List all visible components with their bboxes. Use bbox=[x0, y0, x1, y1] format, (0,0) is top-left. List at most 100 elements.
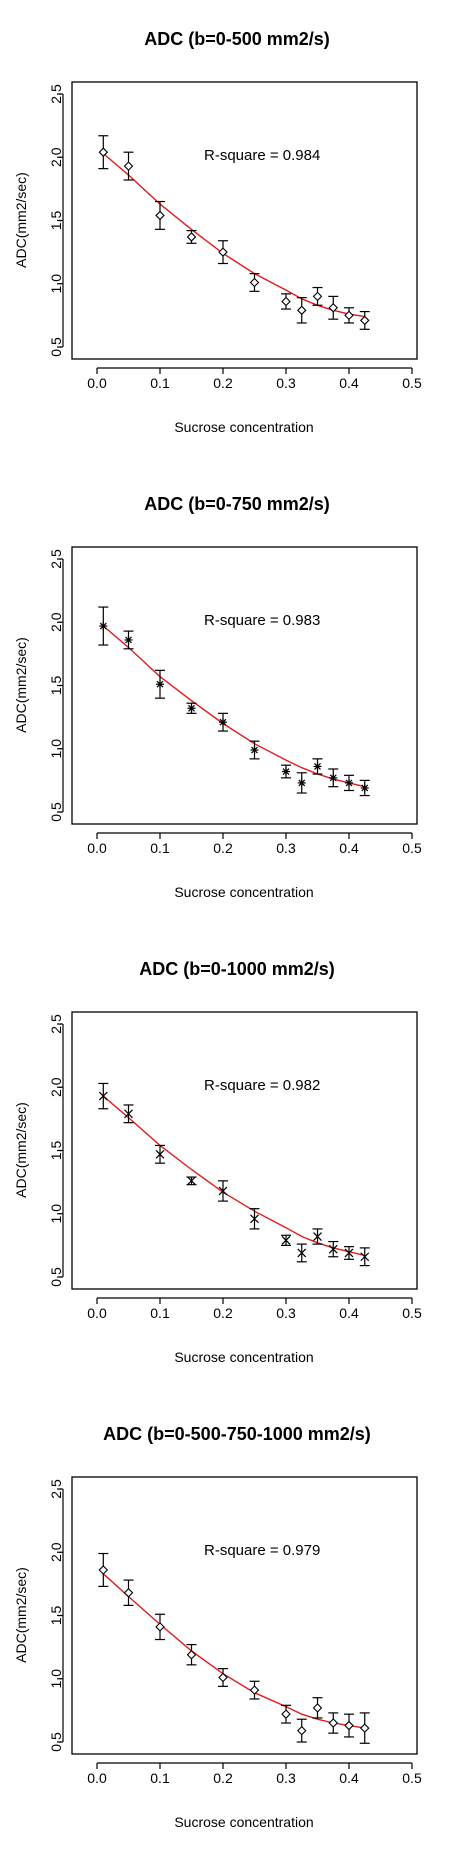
marker-stroke bbox=[156, 680, 164, 688]
marker-stroke bbox=[344, 1248, 354, 1258]
y-tick-label: 0.5 bbox=[48, 1732, 64, 1752]
x-tick-label: 0.2 bbox=[213, 840, 233, 856]
y-tick-label: 1.5 bbox=[48, 1141, 64, 1161]
marker-stroke bbox=[251, 746, 258, 754]
marker-stroke bbox=[360, 1252, 370, 1262]
data-point bbox=[297, 1248, 307, 1258]
data-point bbox=[312, 1703, 323, 1713]
r-square-annotation: R-square = 0.984 bbox=[204, 147, 320, 164]
marker-stroke bbox=[298, 779, 306, 787]
data-point bbox=[360, 1252, 370, 1262]
data-point bbox=[250, 1214, 259, 1224]
x-tick-label: 0.2 bbox=[213, 1770, 233, 1786]
plot-frame bbox=[71, 1011, 418, 1290]
x-tick-label: 0.0 bbox=[87, 375, 107, 391]
plot-frame bbox=[71, 81, 418, 360]
data-point bbox=[218, 1672, 228, 1683]
marker-stroke bbox=[281, 1235, 291, 1245]
data-point bbox=[124, 1109, 133, 1119]
data-point bbox=[155, 1622, 165, 1632]
data-point bbox=[123, 1587, 134, 1598]
marker-stroke bbox=[297, 1248, 307, 1258]
data-point bbox=[313, 762, 322, 771]
x-tick-label: 0.2 bbox=[213, 375, 233, 391]
data-point bbox=[359, 315, 370, 326]
marker-stroke bbox=[218, 1186, 228, 1196]
data-point bbox=[98, 147, 109, 157]
y-tick-label: 1.0 bbox=[48, 1669, 64, 1689]
x-axis-label: Sucrose concentration bbox=[174, 419, 313, 435]
y-axis-label: ADC(mm2/sec) bbox=[13, 1567, 29, 1663]
marker-stroke bbox=[250, 1214, 259, 1224]
marker-stroke bbox=[314, 763, 321, 770]
marker-stroke bbox=[188, 704, 195, 712]
y-tick-label: 1.0 bbox=[48, 1204, 64, 1224]
fit-line bbox=[102, 152, 365, 318]
data-point bbox=[99, 622, 108, 631]
marker-stroke bbox=[361, 784, 369, 792]
data-point bbox=[312, 291, 323, 302]
chart-title: ADC (b=0-500-750-1000 mm2/s) bbox=[103, 1424, 371, 1444]
y-tick-label: 0.5 bbox=[48, 1267, 64, 1287]
y-tick-label: 2.5 bbox=[48, 84, 64, 104]
y-tick-label: 2.0 bbox=[48, 612, 64, 632]
x-tick-label: 0.4 bbox=[339, 1305, 359, 1321]
y-tick-label: 2.0 bbox=[48, 1542, 64, 1562]
x-tick-label: 0.5 bbox=[402, 375, 422, 391]
data-point bbox=[329, 773, 338, 782]
fit-line bbox=[102, 1095, 365, 1257]
marker-stroke bbox=[313, 1232, 322, 1241]
x-axis-label: Sucrose concentration bbox=[174, 1814, 313, 1830]
x-tick-label: 0.0 bbox=[87, 1770, 107, 1786]
y-axis-label: ADC(mm2/sec) bbox=[13, 637, 29, 733]
fit-line bbox=[102, 1573, 365, 1729]
data-point bbox=[281, 296, 291, 307]
marker-stroke bbox=[99, 622, 107, 630]
marker-stroke bbox=[155, 1149, 165, 1159]
r-square-annotation: R-square = 0.979 bbox=[204, 1542, 320, 1559]
marker-stroke bbox=[282, 768, 290, 775]
x-axis-label: Sucrose concentration bbox=[174, 884, 313, 900]
marker-stroke bbox=[219, 718, 227, 726]
fit-line bbox=[102, 625, 365, 788]
data-point bbox=[186, 232, 197, 242]
data-point bbox=[328, 1718, 339, 1728]
data-point bbox=[98, 1565, 109, 1575]
x-tick-label: 0.5 bbox=[402, 1305, 422, 1321]
r-square-annotation: R-square = 0.982 bbox=[204, 1077, 320, 1094]
data-point bbox=[98, 1091, 108, 1101]
x-axis-label: Sucrose concentration bbox=[174, 1349, 313, 1365]
y-tick-label: 0.5 bbox=[48, 337, 64, 357]
y-tick-label: 1.5 bbox=[48, 211, 64, 231]
y-tick-label: 2.5 bbox=[48, 1014, 64, 1034]
chart-panel-3: ADC (b=0-1000 mm2/s) 0.0 0.1 0.2 0.3 0.4 0.5 0.… bbox=[13, 959, 422, 1365]
x-tick-label: 0.3 bbox=[276, 1305, 296, 1321]
data-point bbox=[296, 1725, 307, 1736]
data-point bbox=[156, 680, 164, 689]
data-point bbox=[282, 767, 290, 776]
chart-title: ADC (b=0-500 mm2/s) bbox=[144, 29, 330, 49]
data-point bbox=[328, 303, 339, 313]
marker-stroke bbox=[125, 636, 132, 644]
x-tick-label: 0.1 bbox=[150, 375, 170, 391]
data-point bbox=[187, 1176, 196, 1186]
data-point bbox=[345, 778, 353, 787]
data-point bbox=[281, 1235, 291, 1245]
data-point bbox=[296, 305, 307, 316]
y-axis-label: ADC(mm2/sec) bbox=[13, 1102, 29, 1198]
y-tick-label: 0.5 bbox=[48, 802, 64, 822]
x-tick-label: 0.4 bbox=[339, 1770, 359, 1786]
data-point bbox=[313, 1232, 322, 1241]
data-point bbox=[328, 1244, 338, 1254]
y-tick-label: 1.5 bbox=[48, 676, 64, 696]
y-tick-label: 2.0 bbox=[48, 1077, 64, 1097]
data-point bbox=[250, 746, 259, 755]
r-square-annotation: R-square = 0.983 bbox=[204, 612, 320, 629]
data-point bbox=[359, 1723, 370, 1733]
data-point bbox=[155, 210, 165, 221]
data-point bbox=[344, 1720, 354, 1731]
data-point bbox=[186, 1649, 197, 1660]
data-point bbox=[187, 704, 196, 713]
marker-stroke bbox=[187, 1176, 196, 1186]
data-point bbox=[249, 1685, 260, 1695]
